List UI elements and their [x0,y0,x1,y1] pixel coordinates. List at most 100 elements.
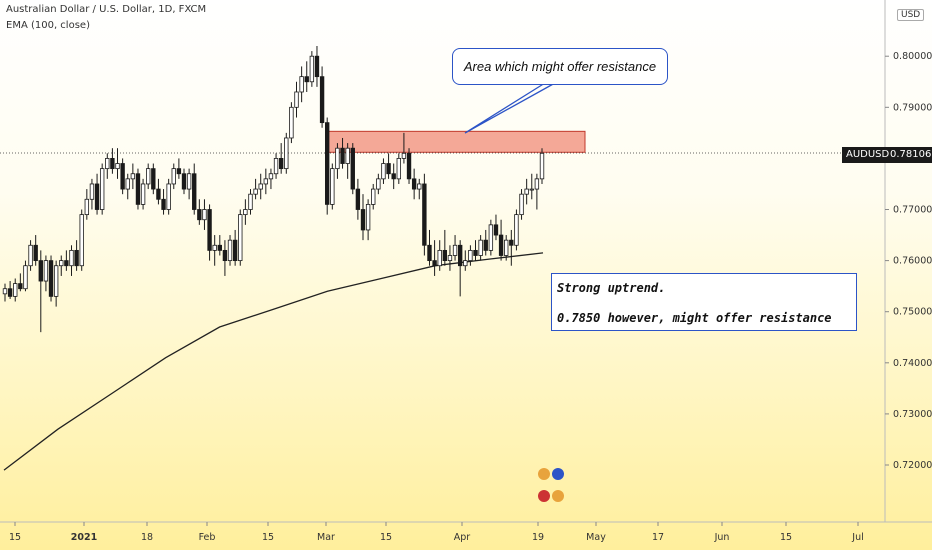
candle-body[interactable] [345,147,350,164]
candle-body[interactable] [314,55,320,78]
candle-body[interactable] [186,173,192,190]
candle-body[interactable] [232,239,238,262]
candle-body[interactable] [509,239,514,246]
candle-body[interactable] [350,147,355,190]
candle-body[interactable] [468,249,473,262]
candle-body[interactable] [401,152,407,159]
candle-body[interactable] [365,203,371,231]
candle-body[interactable] [161,198,166,210]
economic-events-icon-2[interactable] [538,490,565,504]
candle-body[interactable] [140,183,146,205]
candle-body[interactable] [325,122,330,205]
candle-body[interactable] [319,76,325,124]
candle-body[interactable] [299,76,304,93]
candle-body[interactable] [105,158,110,170]
candle-body[interactable] [253,188,258,195]
candle-body[interactable] [411,178,417,190]
candle-body[interactable] [166,183,171,210]
candle-body[interactable] [38,260,43,282]
candle-body[interactable] [176,168,182,175]
candle-body[interactable] [519,193,524,216]
candle-body[interactable] [151,168,156,190]
candle-body[interactable] [156,188,161,200]
candle-body[interactable] [79,214,84,267]
symbol-title[interactable]: Australian Dollar / U.S. Dollar, 1D, FXC… [6,4,207,15]
candle-body[interactable] [110,158,115,170]
candle-body[interactable] [289,106,294,139]
candle-body[interactable] [452,244,458,256]
candle-body[interactable] [498,234,504,256]
candle-body[interactable] [330,168,335,205]
candle-body[interactable] [48,260,54,297]
candle-body[interactable] [69,249,74,267]
candle-body[interactable] [212,244,217,251]
candle-body[interactable] [192,173,197,210]
candle-body[interactable] [53,265,59,297]
candle-body[interactable] [294,91,299,108]
candle-body[interactable] [263,178,269,185]
candle-body[interactable] [488,224,494,251]
candle-body[interactable] [7,288,13,297]
candle-body[interactable] [94,183,100,210]
candle-body[interactable] [427,244,432,262]
candle-body[interactable] [248,193,253,210]
candle-body[interactable] [355,188,361,210]
ema-100-line[interactable] [3,252,544,471]
candle-body[interactable] [84,198,90,216]
candle-body[interactable] [478,239,483,256]
candle-body[interactable] [335,147,340,170]
candle-body[interactable] [207,209,212,251]
candle-body[interactable] [396,158,401,180]
candle-body[interactable] [217,244,222,251]
candle-body[interactable] [463,260,468,267]
candle-body[interactable] [447,255,453,262]
currency-badge[interactable]: USD [897,9,925,21]
candle-body[interactable] [171,168,176,185]
candle-body[interactable] [222,249,228,262]
candle-body[interactable] [59,260,64,267]
candle-body[interactable] [539,152,545,180]
candle-body[interactable] [340,147,345,164]
candle-body[interactable] [524,188,529,195]
candle-body[interactable] [437,249,442,267]
candle-body[interactable] [268,173,274,180]
candle-body[interactable] [238,214,243,262]
candle-body[interactable] [74,249,79,267]
candle-body[interactable] [360,209,366,231]
candle-body[interactable] [64,260,69,267]
candle-body[interactable] [529,188,534,191]
analysis-note[interactable]: Strong uptrend. 0.7850 however, might of… [551,273,857,331]
candle-body[interactable] [309,55,315,83]
candle-body[interactable] [2,288,8,295]
candle-body[interactable] [33,244,38,262]
candle-body[interactable] [18,283,23,290]
candle-body[interactable] [135,173,141,205]
candle-body[interactable] [258,183,263,190]
candle-body[interactable] [13,283,18,297]
candle-body[interactable] [304,76,309,83]
candle-body[interactable] [371,188,376,205]
candle-body[interactable] [89,183,95,200]
candle-body[interactable] [442,249,448,262]
candle-body[interactable] [432,260,437,267]
candle-body[interactable] [493,224,499,236]
candle-body[interactable] [197,209,202,221]
candle-body[interactable] [284,137,289,170]
economic-events-icon[interactable] [538,468,565,482]
candle-body[interactable] [504,239,509,256]
candle-body[interactable] [514,214,519,246]
candle-body[interactable] [386,163,391,175]
candle-body[interactable] [243,209,248,216]
resistance-callout[interactable]: Area which might offer resistance [452,48,668,85]
candle-body[interactable] [120,163,125,190]
candle-body[interactable] [381,163,386,180]
candle-body[interactable] [202,209,207,221]
candle-body[interactable] [391,173,396,180]
candle-body[interactable] [278,158,284,170]
candle-body[interactable] [422,183,427,246]
candle-body[interactable] [130,173,136,180]
indicator-label[interactable]: EMA (100, close) [6,20,90,31]
candle-body[interactable] [273,158,279,175]
candle-body[interactable] [43,260,49,282]
candle-body[interactable] [125,178,130,190]
